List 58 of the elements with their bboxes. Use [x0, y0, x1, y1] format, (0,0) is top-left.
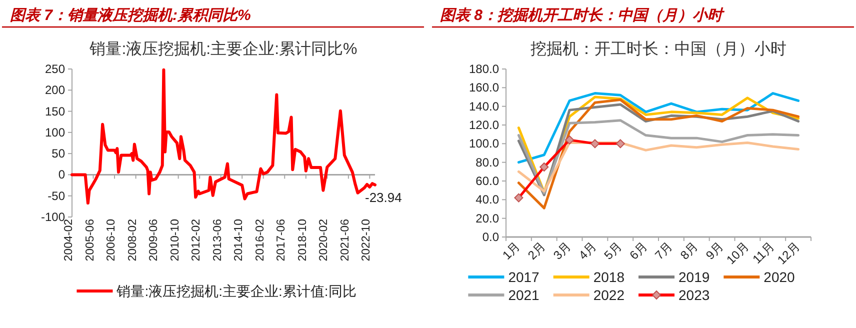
x-tick-label: 2013-06 [212, 219, 224, 262]
y-tick-label: 40.0 [476, 192, 500, 207]
y-tick-label: 180.0 [468, 62, 500, 76]
y-tick-label: 100 [44, 125, 66, 140]
x-tick-label: 4月 [576, 239, 600, 262]
x-tick-label: 2010-10 [169, 219, 182, 262]
y-tick-label: 200 [44, 83, 66, 98]
x-tick-label: 2017-06 [276, 219, 288, 262]
x-tick-label: 5月 [601, 239, 624, 262]
x-tick-label: 2005-06 [84, 219, 96, 262]
legend: 销量:液压挖掘机:主要企业:累计值:同比 [76, 283, 356, 299]
y-tick-label: 80.0 [476, 155, 500, 170]
y-tick-label: 120.0 [468, 118, 500, 132]
x-tick-label: 2月 [525, 239, 548, 262]
x-tick-label: 11月 [750, 239, 777, 266]
legend-label: 2023 [678, 287, 710, 303]
legend-label: 2017 [508, 269, 540, 285]
y-tick-label: 0.0 [482, 230, 500, 244]
x-tick-label: 2020-02 [318, 219, 330, 262]
legend-label: 2018 [593, 269, 625, 285]
y-tick-label: 140.0 [468, 99, 500, 114]
chart-title: 图表 7：销量液压挖掘机:累积同比% [10, 6, 251, 24]
x-tick-label: 2004-02 [63, 219, 75, 262]
x-tick-label: 3月 [550, 239, 574, 262]
x-tick-label: 2022-10 [360, 219, 373, 262]
x-tick-label: 2006-10 [106, 219, 118, 262]
x-tick-label: 2012-02 [190, 219, 203, 262]
chart-subtitle: 销量:液压挖掘机:主要企业:累计同比% [88, 40, 358, 58]
chart-title: 图表 8：挖掘机开工时长：中国（月）小时 [440, 7, 726, 24]
y-tick-label: 150 [44, 104, 66, 118]
y-tick-label: -50 [48, 188, 66, 203]
chart-subtitle: 挖掘机：开工时长：中国（月）小时 [530, 40, 786, 58]
x-tick-label: 10月 [724, 239, 752, 268]
legend-label: 2019 [678, 269, 710, 285]
legend-label: 2022 [593, 287, 625, 303]
x-tick-label: 8月 [678, 239, 701, 262]
x-tick-label: 9月 [703, 239, 726, 262]
y-tick-label: 100.0 [468, 136, 500, 151]
y-tick-label: 160.0 [468, 80, 500, 95]
x-tick-label: 6月 [626, 239, 650, 262]
x-tick-label: 2016-02 [254, 219, 266, 262]
x-tick-label: 2009-06 [148, 219, 160, 262]
y-tick-label: -100 [40, 210, 66, 224]
annotation: -23.94 [365, 190, 402, 205]
y-tick-label: 20.0 [476, 211, 500, 226]
legend-label: 2021 [508, 287, 540, 303]
y-tick-label: 250 [44, 62, 66, 76]
y-tick-label: 0 [58, 168, 66, 182]
legend-label: 2020 [764, 269, 796, 285]
x-tick-label: 2008-02 [126, 219, 139, 262]
x-tick-label: 2018-10 [296, 219, 309, 262]
x-tick-label: 2014-10 [233, 219, 246, 262]
x-tick-label: 7月 [652, 239, 676, 262]
x-tick-label: 1月 [500, 239, 523, 262]
x-tick-label: 2021-06 [339, 219, 352, 262]
y-tick-label: 60.0 [476, 174, 500, 188]
x-tick-label: 12月 [774, 239, 802, 268]
y-tick-label: 50 [52, 146, 66, 161]
